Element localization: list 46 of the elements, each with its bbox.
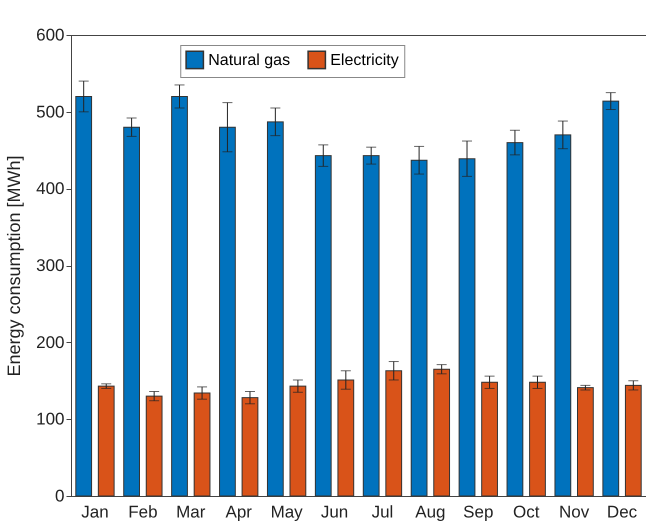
bar (290, 386, 306, 496)
bar (266, 121, 284, 496)
x-tick-label: Jun (320, 502, 348, 521)
x-tick-label: Feb (128, 502, 158, 521)
y-tick-label: 100 (36, 410, 64, 429)
bar (624, 384, 642, 496)
bar (506, 142, 524, 496)
x-tick-label: Apr (225, 502, 252, 521)
y-axis-title: Energy consumption [MWh] (4, 155, 24, 377)
legend-label: Electricity (330, 52, 399, 69)
y-tick-label: 400 (36, 179, 64, 198)
x-tick-label: Aug (415, 502, 446, 521)
bar (242, 397, 258, 496)
y-tick-label: 300 (36, 256, 64, 275)
bar (385, 370, 402, 496)
bar (433, 368, 450, 496)
x-tick-label: Jul (372, 502, 394, 521)
x-tick-label: Dec (606, 502, 638, 521)
bar (362, 155, 380, 496)
bar (314, 155, 332, 496)
bar (337, 379, 354, 496)
bar (219, 126, 236, 496)
bar (146, 396, 163, 496)
bar (171, 96, 188, 496)
x-tick-label: Oct (512, 502, 540, 521)
bar (481, 382, 498, 496)
bar (529, 382, 546, 496)
x-tick-label: Jan (81, 502, 109, 521)
bar (577, 387, 594, 496)
bar (602, 100, 620, 496)
bar (123, 126, 140, 496)
x-tick-label: Nov (559, 502, 590, 521)
x-tick-label: Sep (463, 502, 494, 521)
bar (554, 134, 572, 496)
bar (458, 158, 476, 496)
y-tick-label: 500 (36, 102, 64, 122)
bar (75, 96, 92, 496)
y-tick-label: 200 (36, 332, 64, 352)
bar (194, 392, 210, 496)
x-tick-label: May (270, 502, 304, 521)
bar (98, 386, 115, 496)
y-tick-label: 0 (55, 486, 64, 506)
legend-label: Natural gas (208, 52, 290, 69)
x-tick-label: Mar (176, 502, 206, 521)
y-tick-label: 600 (36, 26, 64, 44)
bar (410, 160, 428, 496)
